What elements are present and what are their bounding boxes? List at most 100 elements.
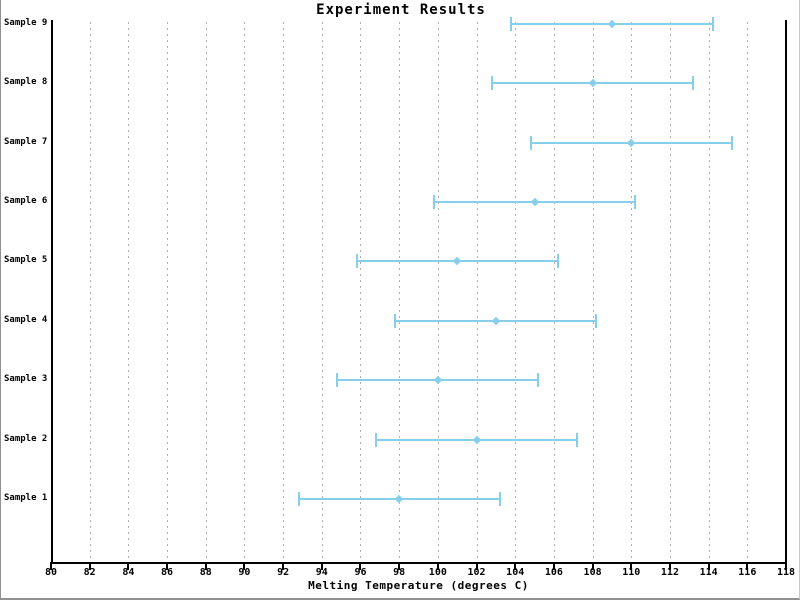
y-axis-label-sample-3: Sample 3 <box>4 374 48 385</box>
x-tick-label: 114 <box>699 567 718 578</box>
x-tick <box>166 562 169 570</box>
x-tick-label: 100 <box>428 567 447 578</box>
x-tick <box>475 562 478 570</box>
x-tick <box>746 562 749 570</box>
x-tick <box>552 562 555 570</box>
chart-title: Experiment Results <box>316 2 486 18</box>
x-tick <box>398 562 401 570</box>
marker-diamond-sample-8 <box>588 78 597 88</box>
error-bar-cap-left-sample-4 <box>394 313 397 328</box>
error-bar-cap-right-sample-3 <box>537 373 540 388</box>
y-axis-label-sample-8: Sample 8 <box>4 77 48 88</box>
y-axis-label-sample-7: Sample 7 <box>4 136 48 147</box>
x-tick-label: 96 <box>354 567 367 578</box>
error-bar-cap-left-sample-7 <box>529 135 532 150</box>
gridline <box>553 22 555 562</box>
x-tick-label: 92 <box>277 567 290 578</box>
x-tick-label: 82 <box>83 567 96 578</box>
marker-diamond-sample-9 <box>607 19 617 29</box>
marker-diamond-sample-4 <box>491 316 501 326</box>
x-tick <box>668 562 671 570</box>
marker-diamond-sample-1 <box>394 494 404 504</box>
x-tick-label: 80 <box>44 567 58 578</box>
x-tick <box>320 562 323 570</box>
gridline <box>669 22 671 562</box>
gridline <box>708 22 710 562</box>
gridline <box>321 22 323 562</box>
y-axis-label-sample-1: Sample 1 <box>4 493 48 503</box>
error-bar-cap-right-sample-7 <box>730 135 733 150</box>
x-tick-label: 88 <box>199 567 212 578</box>
x-tick-label: 90 <box>238 567 251 578</box>
x-tick <box>514 562 517 570</box>
x-tick <box>127 562 130 570</box>
error-bar-cap-left-sample-2 <box>374 432 377 447</box>
gridline <box>244 22 246 562</box>
x-tick-label: 102 <box>467 567 486 578</box>
error-bar-cap-right-sample-1 <box>498 492 501 506</box>
error-bar-cap-left-sample-8 <box>491 76 493 91</box>
x-tick <box>243 562 246 570</box>
x-tick-label: 84 <box>122 567 135 578</box>
error-bar-cap-right-sample-4 <box>595 313 598 328</box>
y-axis-label-sample-6: Sample 6 <box>4 196 48 206</box>
x-tick <box>630 562 633 570</box>
error-bar-cap-right-sample-6 <box>634 195 637 209</box>
y-axis-label-sample-4: Sample 4 <box>4 314 48 325</box>
x-tick <box>707 562 710 570</box>
error-bar-cap-right-sample-2 <box>576 432 579 447</box>
x-tick <box>88 562 91 570</box>
x-tick-label: 108 <box>583 567 602 578</box>
gridline <box>128 22 130 562</box>
gridline <box>476 22 478 562</box>
x-tick-label: 110 <box>622 567 641 578</box>
x-tick <box>785 562 787 570</box>
gridline <box>205 22 207 562</box>
marker-diamond-sample-2 <box>472 435 481 444</box>
error-bar-cap-right-sample-8 <box>692 76 695 91</box>
marker-diamond-sample-7 <box>627 138 636 147</box>
gridline <box>437 22 439 562</box>
marker-diamond-sample-3 <box>433 375 443 385</box>
y-axis-label-sample-2: Sample 2 <box>4 433 48 444</box>
gridline <box>515 22 517 562</box>
gridline <box>399 22 401 562</box>
gridline <box>592 22 594 562</box>
x-tick <box>282 562 285 570</box>
x-tick-label: 98 <box>393 567 406 578</box>
x-axis-line <box>50 562 787 564</box>
error-bar-cap-left-sample-1 <box>297 492 300 506</box>
x-tick-label: 118 <box>776 567 796 578</box>
y-axis-line <box>51 20 53 562</box>
x-tick-label: 94 <box>315 567 328 578</box>
x-tick-label: 86 <box>161 567 174 578</box>
gridline <box>89 22 91 562</box>
x-tick <box>50 562 52 570</box>
error-bar-cap-left-sample-9 <box>510 16 513 31</box>
marker-diamond-sample-6 <box>530 197 539 207</box>
gridline <box>747 22 749 562</box>
x-tick-label: 116 <box>738 567 757 578</box>
x-tick <box>591 562 594 570</box>
error-bar-cap-left-sample-3 <box>336 373 339 388</box>
gridline <box>283 22 285 562</box>
x-tick <box>204 562 207 570</box>
error-bar-cap-right-sample-9 <box>711 16 714 31</box>
marker-diamond-sample-5 <box>452 257 462 266</box>
x-tick <box>436 562 439 570</box>
error-bar-cap-left-sample-5 <box>355 254 358 269</box>
error-bar-cap-right-sample-5 <box>556 254 559 269</box>
right-frame-line <box>785 20 787 562</box>
error-bar-cap-left-sample-6 <box>432 195 435 209</box>
x-tick-label: 112 <box>660 567 679 578</box>
gridline <box>631 22 633 562</box>
x-axis-title: Melting Temperature (degrees C) <box>308 579 529 592</box>
x-tick <box>359 562 362 570</box>
gridline <box>167 22 169 562</box>
y-axis-label-sample-5: Sample 5 <box>4 255 48 266</box>
x-tick-label: 104 <box>506 567 525 578</box>
gridline <box>360 22 362 562</box>
y-axis-label-sample-9: Sample 9 <box>4 17 48 28</box>
x-tick-label: 106 <box>544 567 563 578</box>
